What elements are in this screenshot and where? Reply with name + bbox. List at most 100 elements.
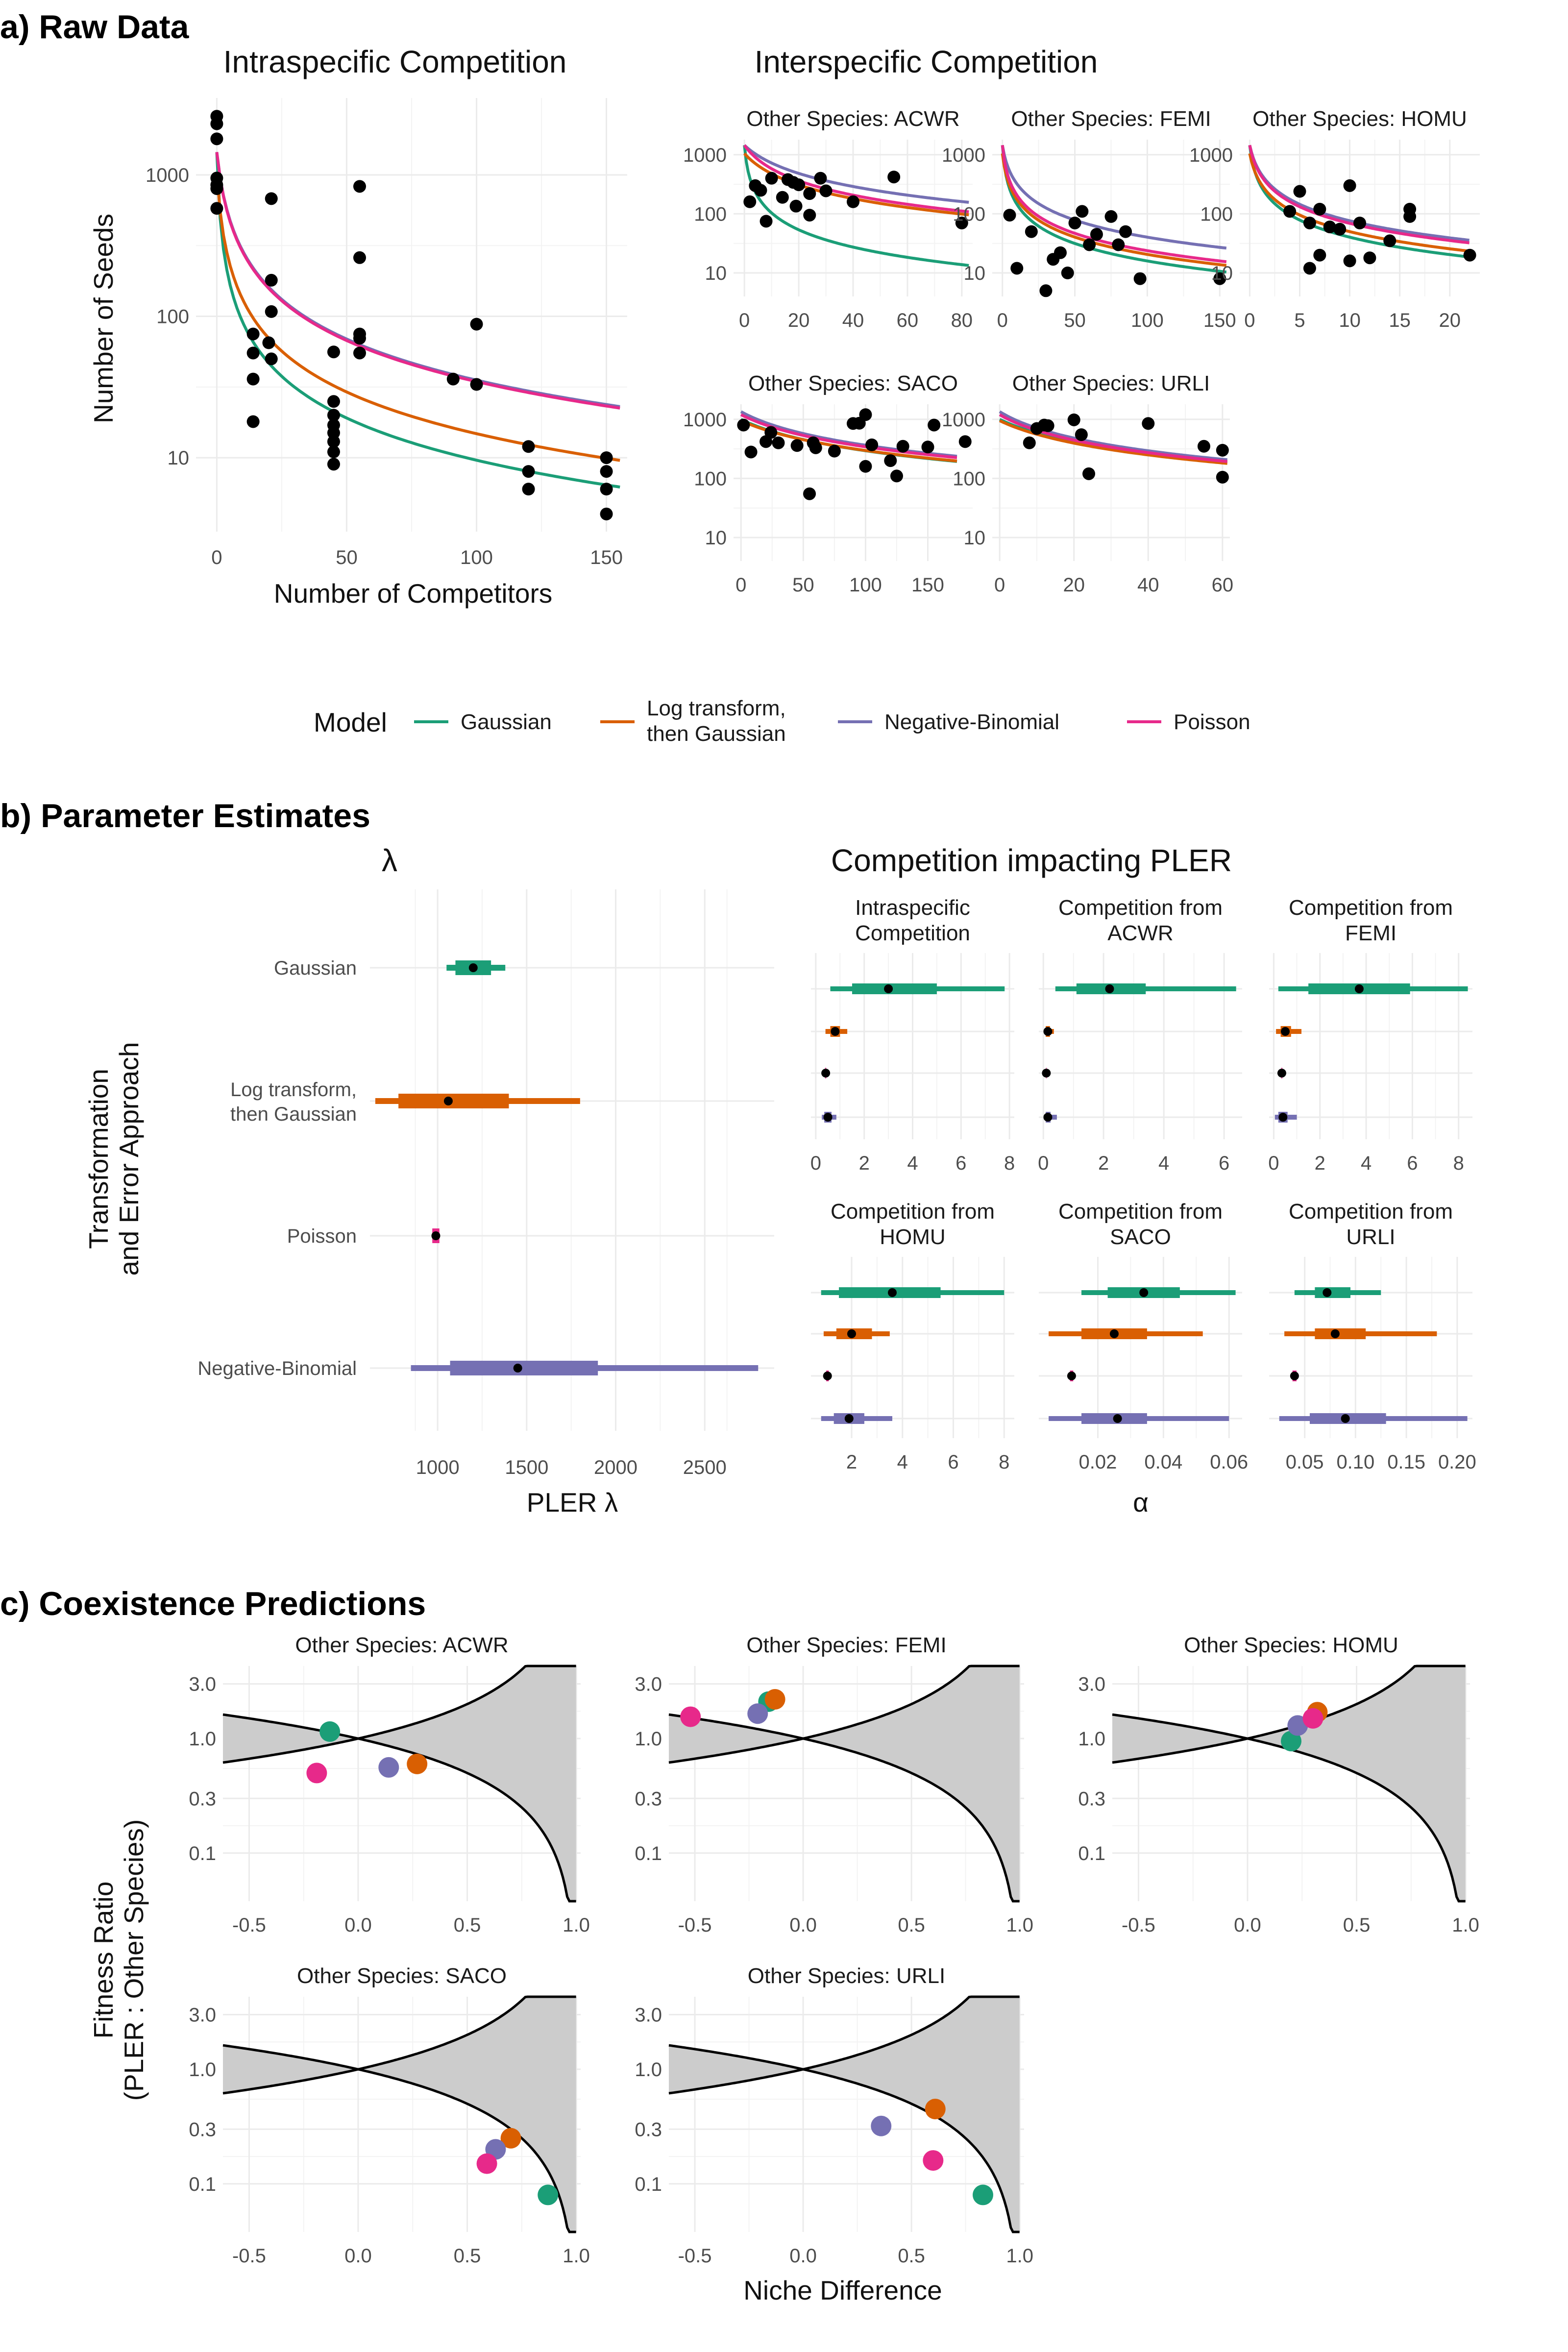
data-point xyxy=(522,483,535,496)
x-tick-label: -0.5 xyxy=(678,2245,712,2267)
facet-title: Other Species: SACO xyxy=(748,371,958,395)
upper-boundary-curve xyxy=(668,1995,1020,2095)
point-poisson xyxy=(923,2150,944,2171)
x-axis-label: α xyxy=(1133,1487,1149,1518)
intraspecific-panel: Intraspecific Competition 0 50 100 150 10 100 1… xyxy=(88,44,627,609)
facet-title: HOMU xyxy=(880,1225,945,1249)
data-point xyxy=(743,195,757,208)
data-point xyxy=(446,372,460,386)
coexistence-region xyxy=(223,1997,576,2232)
y-tick-label: 3.0 xyxy=(1078,1674,1105,1695)
section-a-title: a) Raw Data xyxy=(0,8,190,46)
facet-title: URLI xyxy=(1346,1225,1395,1249)
facet-saco: Other Species: SACO 0 50 100 150 10 100 1000 xyxy=(683,371,973,596)
x-tick-label: 20 xyxy=(788,310,810,331)
curve-poisson xyxy=(743,144,969,214)
gridlines xyxy=(734,140,973,296)
y-tick-label: 0.3 xyxy=(189,1788,216,1810)
alpha-title: Competition impacting PLER xyxy=(831,843,1232,878)
x-tick-label: 2000 xyxy=(594,1457,637,1478)
data-point xyxy=(887,171,901,184)
curve-negative-binomial xyxy=(743,144,969,204)
y-tick-label: 100 xyxy=(1200,203,1233,225)
x-tick-label: 6 xyxy=(948,1451,958,1473)
data-point xyxy=(1363,251,1376,265)
coexistence-region xyxy=(223,1666,576,1901)
median-point xyxy=(1281,1027,1290,1036)
point-gaussian xyxy=(538,2184,559,2205)
x-tick-label: 150 xyxy=(590,547,623,568)
interval-negative-binomial xyxy=(1274,1112,1297,1123)
median-point xyxy=(1042,1069,1051,1078)
legend-label: Negative-Binomial xyxy=(884,710,1059,734)
y-tick-label: 1.0 xyxy=(189,2059,216,2081)
data-point xyxy=(1023,436,1036,449)
x-axis-label: PLER λ xyxy=(527,1487,618,1518)
x-tick-label: 0.0 xyxy=(344,1914,372,1936)
data-point xyxy=(246,346,260,360)
data-point xyxy=(327,435,340,448)
interspecific-panel: Interspecific Competition Other Species: … xyxy=(683,44,1480,596)
data-point xyxy=(265,192,278,205)
median-point xyxy=(1330,1329,1340,1338)
interval-negative-binomial xyxy=(1043,1112,1057,1123)
data-point xyxy=(210,182,223,195)
x-tick-label: 8 xyxy=(1453,1152,1464,1174)
legend-title: Model xyxy=(314,707,387,737)
x-tick-label: 6 xyxy=(1407,1152,1418,1174)
legend-label: then Gaussian xyxy=(647,722,786,746)
median-point xyxy=(888,1288,897,1297)
y-tick-label: 0.1 xyxy=(189,2174,216,2195)
x-tick-label: 100 xyxy=(1131,310,1164,331)
point-gaussian xyxy=(1281,1731,1301,1752)
x-tick-label: 20 xyxy=(1063,574,1085,596)
facet-urli: Other Species: URLI 0 20 40 60 10 100 1000 xyxy=(942,371,1233,596)
interval-negative-binomial xyxy=(822,1112,836,1123)
median-point xyxy=(847,1329,856,1338)
intraspecific-title: Intraspecific Competition xyxy=(223,44,567,79)
median-point xyxy=(1354,984,1364,993)
y-tick-label: 100 xyxy=(694,203,727,225)
x-tick-label: 0.0 xyxy=(344,2245,372,2267)
data-point xyxy=(1041,419,1054,432)
data-point xyxy=(1112,238,1125,251)
x-tick-label: 0.0 xyxy=(789,2245,817,2267)
data-point xyxy=(1090,228,1103,241)
data-point xyxy=(327,445,340,459)
x-tick-label: 0.20 xyxy=(1438,1451,1476,1473)
y-tick-label: 0.3 xyxy=(189,2119,216,2140)
data-point xyxy=(265,273,278,287)
x-tick-label: 0.02 xyxy=(1079,1451,1117,1473)
x-axis-label: Niche Difference xyxy=(743,2275,942,2305)
data-point xyxy=(1293,185,1306,198)
data-point xyxy=(1383,234,1396,247)
y-tick-label: 1000 xyxy=(942,409,985,431)
interval-log-transform-then-gaussian xyxy=(823,1328,890,1339)
y-tick-label: 0.1 xyxy=(1078,1843,1105,1864)
data-point xyxy=(814,172,827,185)
x-tick-label: 60 xyxy=(1212,574,1234,596)
data-point xyxy=(737,418,750,432)
x-tick-label: 10 xyxy=(1339,310,1361,331)
interval-log-transform-then-gaussian xyxy=(1043,1026,1054,1037)
facet-title: Other Species: SACO xyxy=(297,1964,507,1988)
x-tick-label: 80 xyxy=(951,310,973,331)
median-point xyxy=(821,1069,831,1078)
data-point xyxy=(1104,210,1118,223)
x-tick-label: 0.5 xyxy=(898,1914,925,1936)
median-point xyxy=(1067,1372,1076,1380)
point-poisson xyxy=(476,2153,497,2174)
facet-homu: Other Species: HOMU 0 5 10 15 20 10 100 1000 xyxy=(1189,107,1480,331)
x-tick-label: 5 xyxy=(1294,310,1305,331)
data-point xyxy=(327,395,340,408)
median-point xyxy=(1113,1414,1122,1423)
x-tick-label: 0 xyxy=(1244,310,1255,331)
y-tick-label: 0.3 xyxy=(635,1788,662,1810)
data-point xyxy=(1313,202,1326,216)
data-point xyxy=(1068,217,1081,230)
coexistence-facet-urli: Other Species: URLI -0.5 0.0 0.5 1.0 0.1 0.3 1.… xyxy=(635,1964,1033,2267)
data-point xyxy=(828,444,841,458)
median-point xyxy=(1341,1414,1350,1423)
